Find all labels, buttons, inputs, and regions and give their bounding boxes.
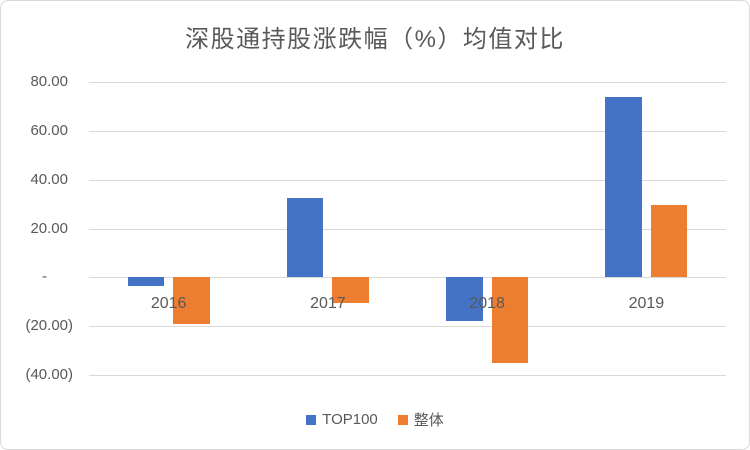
gridline	[89, 130, 726, 132]
y-axis-tick-label: (20.00)	[25, 317, 73, 335]
gridline	[89, 326, 726, 328]
y-axis-tick-label: 60.00	[30, 121, 68, 139]
legend-item-TOP100: TOP100	[306, 411, 378, 428]
legend: TOP100 整体	[1, 409, 749, 430]
gridline	[89, 375, 726, 376]
bar-TOP100-2019	[605, 96, 642, 278]
y-axis-tick-label: -	[42, 268, 47, 286]
y-axis-tick-label: 40.00	[30, 170, 68, 188]
legend-swatch-icon	[397, 414, 408, 425]
gridline	[89, 82, 726, 83]
bar-整体-2016	[173, 277, 210, 324]
legend-label: 整体	[413, 412, 444, 429]
legend-item-整体: 整体	[397, 409, 444, 430]
gridline	[89, 277, 726, 279]
legend-label: TOP100	[322, 411, 378, 428]
bar-整体-2017	[332, 277, 369, 303]
bar-TOP100-2016	[127, 277, 165, 286]
x-axis-category-label: 2016	[150, 295, 187, 312]
y-axis-tick-label: (40.00)	[25, 366, 73, 383]
bar-整体-2018	[491, 277, 529, 363]
legend-swatch-icon	[306, 414, 317, 425]
y-axis-tick-label: 20.00	[30, 219, 68, 237]
x-axis-category-label: 2018	[469, 295, 505, 312]
y-axis-tick-label: 80.00	[30, 73, 68, 90]
x-axis-category-label: 2019	[628, 295, 665, 312]
gridline	[89, 228, 726, 230]
x-axis-category-label: 2017	[310, 295, 346, 312]
gridline	[89, 179, 726, 181]
bar-TOP100-2017	[286, 198, 324, 278]
bar-整体-2019	[650, 204, 688, 278]
bar-TOP100-2018	[446, 277, 483, 321]
chart-title: 深股通持股涨跌幅（%）均值对比	[185, 26, 565, 53]
